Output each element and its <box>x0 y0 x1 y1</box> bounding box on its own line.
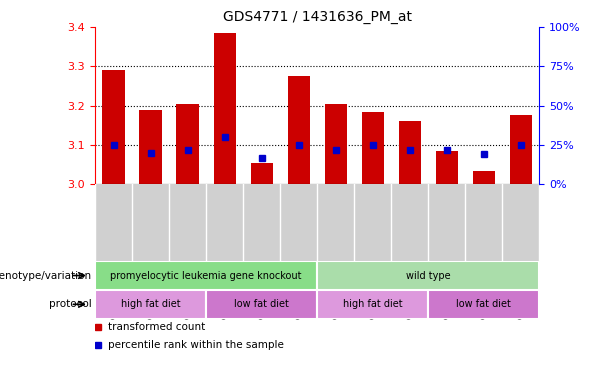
Bar <box>177 104 199 184</box>
Bar <box>362 111 384 184</box>
Bar <box>510 116 532 184</box>
Bar <box>102 70 124 184</box>
Text: transformed count: transformed count <box>109 322 205 333</box>
Bar <box>140 109 162 184</box>
Title: GDS4771 / 1431636_PM_at: GDS4771 / 1431636_PM_at <box>223 10 412 25</box>
Bar <box>95 261 318 290</box>
Bar <box>287 76 310 184</box>
Bar <box>318 261 539 290</box>
Bar <box>473 170 495 184</box>
Bar <box>318 290 428 319</box>
Text: low fat diet: low fat diet <box>457 299 511 310</box>
Text: high fat diet: high fat diet <box>121 299 180 310</box>
Text: wild type: wild type <box>406 270 451 281</box>
Text: low fat diet: low fat diet <box>234 299 289 310</box>
Bar <box>325 104 347 184</box>
Bar <box>251 163 273 184</box>
Text: high fat diet: high fat diet <box>343 299 403 310</box>
Bar <box>398 121 421 184</box>
Bar <box>436 151 458 184</box>
Text: protocol: protocol <box>49 299 92 310</box>
Bar <box>206 290 318 319</box>
Text: percentile rank within the sample: percentile rank within the sample <box>109 339 284 350</box>
Text: genotype/variation: genotype/variation <box>0 270 92 281</box>
Text: promyelocytic leukemia gene knockout: promyelocytic leukemia gene knockout <box>110 270 302 281</box>
Bar <box>428 290 539 319</box>
Bar <box>213 33 236 184</box>
Bar <box>95 290 206 319</box>
